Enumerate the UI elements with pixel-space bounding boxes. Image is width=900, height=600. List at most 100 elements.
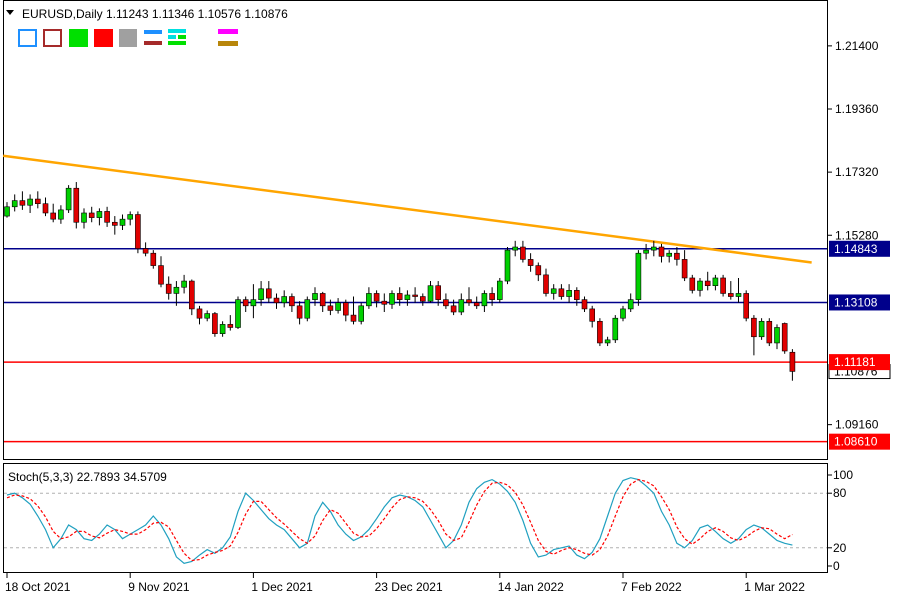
candle xyxy=(743,290,750,322)
chart-title: EURUSD,Daily 1.11243 1.11346 1.10576 1.1… xyxy=(22,7,288,21)
stochastic-tick-label: 100 xyxy=(833,468,853,482)
candle xyxy=(727,281,734,300)
green-box-icon[interactable] xyxy=(69,29,88,47)
time-tick-label: 1 Dec 2021 xyxy=(251,580,313,594)
level-price-label: 1.13108 xyxy=(834,295,878,309)
candle xyxy=(573,287,580,306)
candle xyxy=(158,256,164,288)
candle xyxy=(712,274,719,291)
candle xyxy=(58,205,64,224)
candle xyxy=(558,284,565,300)
candle xyxy=(227,315,234,331)
candle xyxy=(412,287,418,303)
resistance-trendline[interactable] xyxy=(2,154,812,264)
time-tick-label: 9 Nov 2021 xyxy=(128,580,190,594)
candle xyxy=(697,277,703,297)
blue-red-lines-icon[interactable] xyxy=(144,30,162,45)
candle xyxy=(581,296,588,313)
gray-box-icon[interactable] xyxy=(119,29,137,47)
candle xyxy=(535,262,542,282)
candle xyxy=(589,305,596,328)
stochastic-series xyxy=(4,477,827,564)
candle xyxy=(666,250,673,263)
level-price-label: 1.08610 xyxy=(834,435,878,449)
candle xyxy=(751,315,757,356)
candle xyxy=(373,290,380,308)
level-price-tag xyxy=(829,240,890,257)
candle xyxy=(104,206,110,227)
level-price-label: 1.14843 xyxy=(834,242,878,256)
candle xyxy=(466,287,472,306)
candle xyxy=(11,194,18,212)
red-box-icon[interactable] xyxy=(94,29,113,47)
stochastic-tick-label: 80 xyxy=(833,486,847,500)
candle xyxy=(543,268,549,297)
candle xyxy=(335,298,341,314)
candle xyxy=(127,211,133,226)
price-tick-label: 1.09160 xyxy=(835,418,879,432)
candle xyxy=(396,287,403,306)
candle xyxy=(88,206,95,223)
stochastic-main-line xyxy=(6,477,793,564)
candle xyxy=(774,324,780,350)
magenta-gold-lines-icon[interactable] xyxy=(218,29,238,46)
stochastic-tick-label: 20 xyxy=(833,541,847,555)
candle xyxy=(142,242,149,257)
candle xyxy=(520,240,526,263)
trendline-group xyxy=(2,154,812,264)
candle xyxy=(135,211,141,254)
time-tick-label: 18 Oct 2021 xyxy=(5,580,71,594)
candle xyxy=(550,284,557,300)
candle xyxy=(219,321,226,337)
candle xyxy=(19,191,26,210)
candle xyxy=(304,296,311,322)
candle xyxy=(312,287,318,306)
candle xyxy=(566,284,572,303)
candle xyxy=(196,305,203,325)
time-tick-label: 14 Jan 2022 xyxy=(498,580,564,594)
indicator-toolbar xyxy=(18,29,238,47)
candle xyxy=(419,293,426,306)
candle xyxy=(527,253,534,272)
collapse-triangle-icon[interactable] xyxy=(6,10,14,15)
candle xyxy=(512,240,519,257)
stochastic-axis: 100 80 20 0 xyxy=(827,468,853,573)
candle xyxy=(627,293,634,313)
candle xyxy=(358,302,365,325)
candle xyxy=(181,274,187,294)
candle xyxy=(620,305,626,322)
candle xyxy=(674,247,680,266)
blue-outline-box-icon[interactable] xyxy=(18,29,37,47)
price-tick-label: 1.19360 xyxy=(835,102,879,116)
candle xyxy=(597,318,603,347)
candle xyxy=(435,281,442,306)
candle xyxy=(235,296,241,330)
candle xyxy=(81,208,87,229)
time-axis: 18 Oct 2021 9 Nov 2021 1 Dec 2021 23 Dec 20… xyxy=(5,573,805,594)
candle xyxy=(296,301,303,325)
level-price-label: 1.11181 xyxy=(834,355,876,369)
candle xyxy=(604,336,611,347)
candle xyxy=(34,191,41,209)
stochastic-title: Stoch(5,3,3) 22.7893 34.5709 xyxy=(8,470,167,484)
candle xyxy=(289,293,295,313)
candle xyxy=(212,312,218,337)
candle xyxy=(50,203,57,223)
candle xyxy=(458,293,465,316)
candle xyxy=(758,318,765,340)
darkred-outline-box-icon[interactable] xyxy=(43,29,62,47)
price-axis: 1.21400 1.19360 1.17320 1.15280 1.09160 xyxy=(827,39,879,432)
candle xyxy=(381,293,388,313)
candle xyxy=(704,271,711,291)
candle xyxy=(265,281,272,303)
candle xyxy=(650,240,657,257)
candle xyxy=(342,299,349,322)
level-price-tag xyxy=(829,354,890,371)
candle xyxy=(42,197,49,217)
cyan-bars-icon[interactable] xyxy=(168,29,186,45)
candle xyxy=(766,318,773,347)
candle xyxy=(150,250,157,269)
candle xyxy=(489,287,495,306)
